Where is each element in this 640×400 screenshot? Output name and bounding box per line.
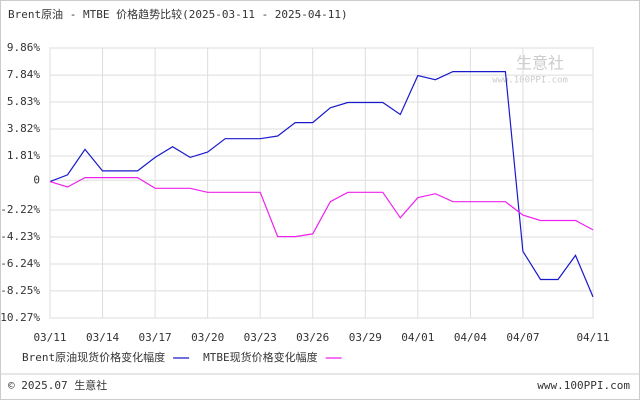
y-tick-label: 1.81% bbox=[7, 149, 40, 162]
x-tick-label: 03/29 bbox=[349, 331, 382, 344]
y-tick-label: 0 bbox=[33, 173, 40, 186]
y-tick-label: -8.25% bbox=[0, 284, 40, 297]
x-tick-label: 03/17 bbox=[139, 331, 172, 344]
y-tick-label: -10.27% bbox=[0, 311, 40, 324]
x-tick-label: 03/26 bbox=[296, 331, 329, 344]
y-tick-label: -6.24% bbox=[0, 257, 40, 270]
x-tick-label: 04/11 bbox=[576, 331, 609, 344]
x-tick-label: 03/11 bbox=[33, 331, 66, 344]
y-tick-label: -2.22% bbox=[0, 203, 40, 216]
legend-label: MTBE现货价格变化幅度 bbox=[203, 350, 318, 364]
x-tick-label: 04/04 bbox=[454, 331, 487, 344]
x-tick-label: 03/23 bbox=[244, 331, 277, 344]
y-tick-label: 7.84% bbox=[7, 68, 40, 81]
footer-copyright: © 2025.07 生意社 bbox=[8, 378, 107, 392]
watermark-name: 生意社 bbox=[516, 54, 564, 73]
chart-title: Brent原油 - MTBE 价格趋势比较(2025-03-11 - 2025-… bbox=[8, 7, 348, 21]
y-tick-label: 5.83% bbox=[7, 95, 40, 108]
series-line bbox=[49, 177, 594, 238]
footer-site: www.100PPI.com bbox=[537, 379, 630, 392]
legend-label: Brent原油现货价格变化幅度 bbox=[22, 350, 165, 364]
series-line bbox=[49, 71, 594, 298]
y-tick-label: -4.23% bbox=[0, 230, 40, 243]
y-tick-label: 3.82% bbox=[7, 122, 40, 135]
x-tick-label: 03/14 bbox=[86, 331, 119, 344]
watermark-site: www.100PPI.com bbox=[492, 76, 568, 86]
x-tick-label: 04/07 bbox=[506, 331, 539, 344]
y-tick-label: 9.86% bbox=[7, 41, 40, 54]
plot-area bbox=[49, 47, 594, 319]
x-tick-label: 04/01 bbox=[401, 331, 434, 344]
x-tick-label: 03/20 bbox=[191, 331, 224, 344]
